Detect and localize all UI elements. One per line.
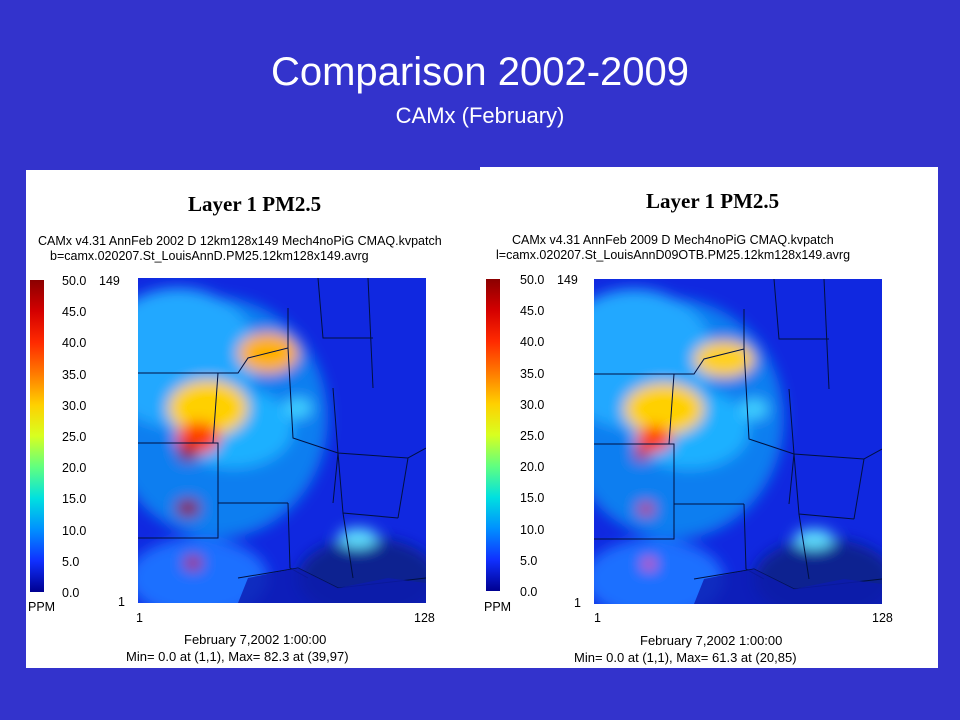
colorbar-tick-label: 20.0 [520, 460, 545, 475]
colorbar-tick-label: 25.0 [62, 430, 87, 444]
colorbar-tick-label: 0.0 [62, 586, 80, 600]
colorbar-tick-label: 45.0 [520, 304, 545, 319]
grid-top-label: 149 [99, 274, 120, 288]
grid-top-label: 149 [557, 273, 578, 287]
file-name: l=camx.020207.St_LouisAnnD09OTB.PM25.12k… [496, 248, 851, 262]
colorbar [30, 280, 44, 592]
date-label: February 7,2002 1:00:00 [640, 633, 783, 648]
colorbar-tick-label: 35.0 [520, 366, 545, 381]
colorbar-tick-label: 25.0 [520, 429, 545, 443]
colorbar-tick-label: 5.0 [62, 554, 80, 569]
colorbar-tick-label: 0.0 [520, 585, 538, 599]
plot-panel-2009: Layer 1 PM2.5 CAMx v4.31 AnnFeb 2009 D M… [480, 167, 938, 668]
concentration-map [594, 279, 882, 604]
colorbar-tick-label: 20.0 [62, 461, 87, 476]
colorbar-tick-label: 50.0 [62, 274, 87, 288]
map-graphic [138, 278, 426, 603]
colorbar-tick-label: 10.0 [520, 522, 545, 537]
layer-title: Layer 1 PM2.5 [188, 192, 322, 216]
colorbar-tick-label: 35.0 [62, 367, 87, 382]
layer-title: Layer 1 PM2.5 [646, 189, 780, 213]
colorbar-unit: PPM [484, 600, 512, 614]
slide-subtitle: CAMx (February) [395, 103, 565, 128]
grid-left-label: 1 [594, 611, 601, 625]
file-name: b=camx.020207.St_LouisAnnD.PM25.12km128x… [50, 249, 369, 263]
colorbar-tick-label: 30.0 [520, 397, 545, 412]
colorbar-tick-label: 40.0 [62, 336, 87, 351]
grid-bottom-label: 1 [574, 596, 581, 610]
plot-panel-2002: Layer 1 PM2.5 CAMx v4.31 AnnFeb 2002 D 1… [26, 170, 482, 668]
slide-title: Comparison 2002-2009 [270, 50, 690, 94]
colorbar-tick-label: 15.0 [62, 492, 87, 507]
colorbar-tick-label: 45.0 [62, 305, 87, 320]
colorbar-tick-label: 5.0 [520, 553, 538, 568]
concentration-map [138, 278, 426, 603]
colorbar [486, 279, 500, 591]
grid-right-label: 128 [872, 611, 893, 625]
grid-left-label: 1 [136, 611, 143, 625]
colorbar-tick-label: 40.0 [520, 335, 545, 350]
colorbar-tick-label: 30.0 [62, 398, 87, 413]
date-label: February 7,2002 1:00:00 [184, 632, 327, 647]
min-max-label: Min= 0.0 at (1,1), Max= 61.3 at (20,85) [574, 650, 797, 665]
colorbar-tick-label: 15.0 [520, 491, 545, 506]
min-max-label: Min= 0.0 at (1,1), Max= 82.3 at (39,97) [126, 649, 349, 664]
colorbar-unit: PPM [28, 600, 56, 614]
run-description: CAMx v4.31 AnnFeb 2002 D 12km128x149 Mec… [38, 234, 442, 248]
grid-right-label: 128 [414, 611, 435, 625]
colorbar-tick-label: 10.0 [62, 523, 87, 538]
grid-bottom-label: 1 [118, 595, 125, 609]
map-graphic [594, 279, 882, 604]
run-description: CAMx v4.31 AnnFeb 2009 D Mech4noPiG CMAQ… [512, 233, 834, 247]
colorbar-tick-label: 50.0 [520, 273, 545, 287]
